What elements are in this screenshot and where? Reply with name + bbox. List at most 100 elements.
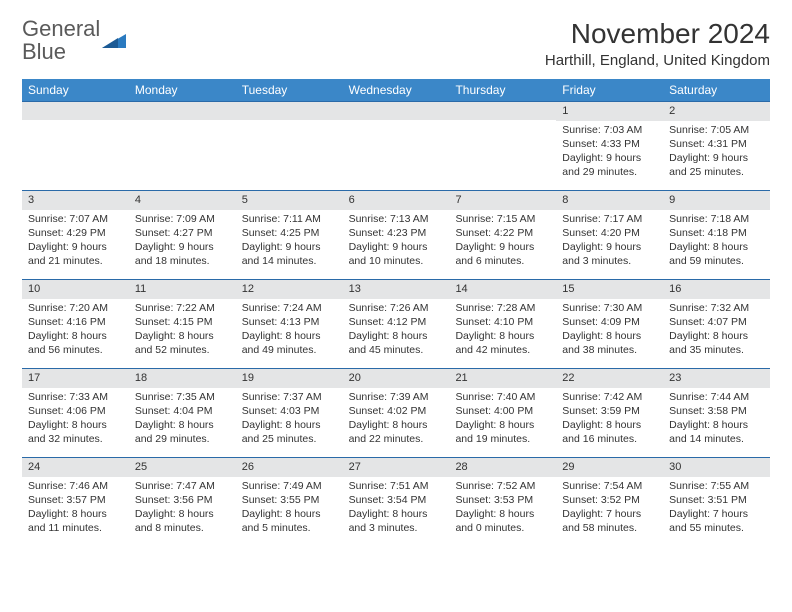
- day-number: 6: [343, 191, 450, 210]
- day-body: Sunrise: 7:51 AMSunset: 3:54 PMDaylight:…: [343, 477, 450, 540]
- sunset-text: Sunset: 4:33 PM: [562, 137, 657, 151]
- day-cell: [449, 102, 556, 190]
- header: General Blue November 2024 Harthill, Eng…: [22, 18, 770, 69]
- daylight-text: Daylight: 8 hours and 5 minutes.: [242, 507, 337, 535]
- day-number: 20: [343, 369, 450, 388]
- day-number: 19: [236, 369, 343, 388]
- day-body: Sunrise: 7:05 AMSunset: 4:31 PMDaylight:…: [663, 121, 770, 184]
- day-number: 25: [129, 458, 236, 477]
- day-number: 23: [663, 369, 770, 388]
- daylight-text: Daylight: 9 hours and 18 minutes.: [135, 240, 230, 268]
- day-body: Sunrise: 7:07 AMSunset: 4:29 PMDaylight:…: [22, 210, 129, 273]
- logo-word1: General: [22, 16, 100, 41]
- day-number: 15: [556, 280, 663, 299]
- day-body: Sunrise: 7:32 AMSunset: 4:07 PMDaylight:…: [663, 299, 770, 362]
- day-cell: 11Sunrise: 7:22 AMSunset: 4:15 PMDayligh…: [129, 280, 236, 368]
- day-cell: 15Sunrise: 7:30 AMSunset: 4:09 PMDayligh…: [556, 280, 663, 368]
- sunrise-text: Sunrise: 7:24 AM: [242, 301, 337, 315]
- daylight-text: Daylight: 8 hours and 14 minutes.: [669, 418, 764, 446]
- daylight-text: Daylight: 8 hours and 59 minutes.: [669, 240, 764, 268]
- calendar-page: General Blue November 2024 Harthill, Eng…: [0, 0, 792, 564]
- daylight-text: Daylight: 8 hours and 29 minutes.: [135, 418, 230, 446]
- daylight-text: Daylight: 8 hours and 52 minutes.: [135, 329, 230, 357]
- sunset-text: Sunset: 3:56 PM: [135, 493, 230, 507]
- day-cell: [236, 102, 343, 190]
- sunrise-text: Sunrise: 7:47 AM: [135, 479, 230, 493]
- daylight-text: Daylight: 8 hours and 22 minutes.: [349, 418, 444, 446]
- weekday-header: Sunday: [22, 79, 129, 101]
- day-number: 18: [129, 369, 236, 388]
- location-label: Harthill, England, United Kingdom: [545, 52, 770, 69]
- sunrise-text: Sunrise: 7:05 AM: [669, 123, 764, 137]
- day-cell: 24Sunrise: 7:46 AMSunset: 3:57 PMDayligh…: [22, 458, 129, 546]
- sunset-text: Sunset: 4:18 PM: [669, 226, 764, 240]
- day-cell: 17Sunrise: 7:33 AMSunset: 4:06 PMDayligh…: [22, 369, 129, 457]
- daylight-text: Daylight: 8 hours and 45 minutes.: [349, 329, 444, 357]
- sunrise-text: Sunrise: 7:46 AM: [28, 479, 123, 493]
- day-body: Sunrise: 7:52 AMSunset: 3:53 PMDaylight:…: [449, 477, 556, 540]
- title-block: November 2024 Harthill, England, United …: [545, 18, 770, 69]
- sunset-text: Sunset: 4:16 PM: [28, 315, 123, 329]
- day-number: 4: [129, 191, 236, 210]
- daylight-text: Daylight: 9 hours and 3 minutes.: [562, 240, 657, 268]
- day-number: [129, 102, 236, 120]
- day-number: 26: [236, 458, 343, 477]
- day-number: [343, 102, 450, 120]
- day-cell: 9Sunrise: 7:18 AMSunset: 4:18 PMDaylight…: [663, 191, 770, 279]
- daylight-text: Daylight: 9 hours and 10 minutes.: [349, 240, 444, 268]
- weekday-header: Tuesday: [236, 79, 343, 101]
- sunset-text: Sunset: 3:57 PM: [28, 493, 123, 507]
- sunrise-text: Sunrise: 7:52 AM: [455, 479, 550, 493]
- day-body: Sunrise: 7:09 AMSunset: 4:27 PMDaylight:…: [129, 210, 236, 273]
- day-body: Sunrise: 7:40 AMSunset: 4:00 PMDaylight:…: [449, 388, 556, 451]
- day-cell: 13 Sunrise: 7:26 AMSunset: 4:12 PMDayligh…: [343, 280, 450, 368]
- sunset-text: Sunset: 4:03 PM: [242, 404, 337, 418]
- day-body: Sunrise: 7:11 AMSunset: 4:25 PMDaylight:…: [236, 210, 343, 273]
- logo-text: General Blue: [22, 18, 100, 64]
- day-number: 8: [556, 191, 663, 210]
- sunrise-text: Sunrise: 7:37 AM: [242, 390, 337, 404]
- day-cell: 23Sunrise: 7:44 AMSunset: 3:58 PMDayligh…: [663, 369, 770, 457]
- day-body: Sunrise: 7:13 AMSunset: 4:23 PMDaylight:…: [343, 210, 450, 273]
- day-number: 22: [556, 369, 663, 388]
- day-body: Sunrise: 7:54 AMSunset: 3:52 PMDaylight:…: [556, 477, 663, 540]
- day-number: 30: [663, 458, 770, 477]
- sunrise-text: Sunrise: 7:11 AM: [242, 212, 337, 226]
- daylight-text: Daylight: 8 hours and 25 minutes.: [242, 418, 337, 446]
- sunset-text: Sunset: 3:59 PM: [562, 404, 657, 418]
- sunrise-text: Sunrise: 7:55 AM: [669, 479, 764, 493]
- day-cell: 1Sunrise: 7:03 AMSunset: 4:33 PMDaylight…: [556, 102, 663, 190]
- sunset-text: Sunset: 4:22 PM: [455, 226, 550, 240]
- week-row: 24Sunrise: 7:46 AMSunset: 3:57 PMDayligh…: [22, 457, 770, 546]
- sunrise-text: Sunrise: 7:26 AM: [349, 301, 444, 315]
- daylight-text: Daylight: 9 hours and 21 minutes.: [28, 240, 123, 268]
- sunrise-text: Sunrise: 7:35 AM: [135, 390, 230, 404]
- daylight-text: Daylight: 8 hours and 16 minutes.: [562, 418, 657, 446]
- day-body: Sunrise: 7:17 AMSunset: 4:20 PMDaylight:…: [556, 210, 663, 273]
- sunrise-text: Sunrise: 7:13 AM: [349, 212, 444, 226]
- day-number: [236, 102, 343, 120]
- sunrise-text: Sunrise: 7:44 AM: [669, 390, 764, 404]
- day-body: Sunrise: 7:24 AMSunset: 4:13 PMDaylight:…: [236, 299, 343, 362]
- weekday-header: Friday: [556, 79, 663, 101]
- daylight-text: Daylight: 9 hours and 14 minutes.: [242, 240, 337, 268]
- daylight-text: Daylight: 9 hours and 6 minutes.: [455, 240, 550, 268]
- day-number: 5: [236, 191, 343, 210]
- daylight-text: Daylight: 8 hours and 56 minutes.: [28, 329, 123, 357]
- day-body: Sunrise: 7:18 AMSunset: 4:18 PMDaylight:…: [663, 210, 770, 273]
- day-cell: [129, 102, 236, 190]
- logo-triangle-icon: [102, 32, 126, 50]
- logo: General Blue: [22, 18, 126, 64]
- sunset-text: Sunset: 4:06 PM: [28, 404, 123, 418]
- month-title: November 2024: [545, 18, 770, 50]
- sunrise-text: Sunrise: 7:20 AM: [28, 301, 123, 315]
- day-cell: 21Sunrise: 7:40 AMSunset: 4:00 PMDayligh…: [449, 369, 556, 457]
- day-cell: 30Sunrise: 7:55 AMSunset: 3:51 PMDayligh…: [663, 458, 770, 546]
- day-number: 13: [343, 280, 450, 299]
- sunrise-text: Sunrise: 7:49 AM: [242, 479, 337, 493]
- day-number: [22, 102, 129, 120]
- sunset-text: Sunset: 4:12 PM: [349, 315, 444, 329]
- day-cell: [343, 102, 450, 190]
- day-cell: 3Sunrise: 7:07 AMSunset: 4:29 PMDaylight…: [22, 191, 129, 279]
- day-cell: 19 Sunrise: 7:37 AMSunset: 4:03 PMDayligh…: [236, 369, 343, 457]
